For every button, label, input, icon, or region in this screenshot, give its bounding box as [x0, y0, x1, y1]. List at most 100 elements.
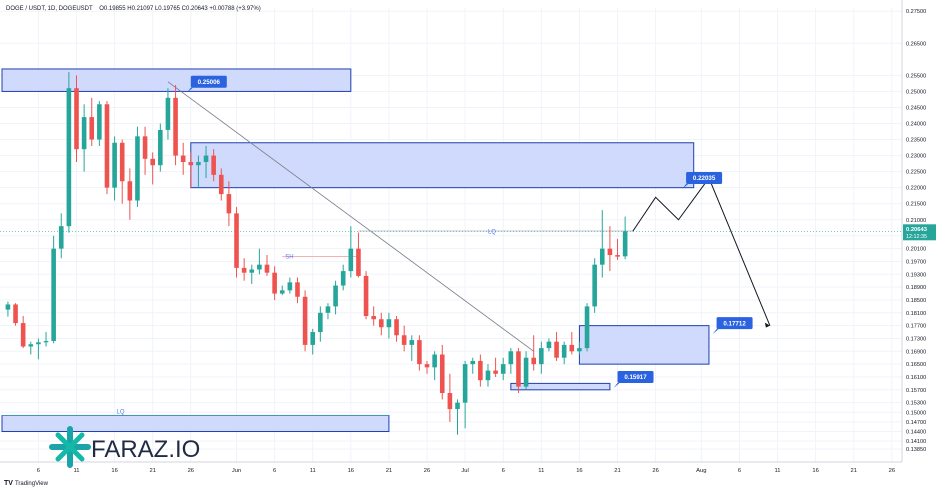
symbol-title[interactable]: DOGE / USDT, 1D, DOGEUSDT — [6, 6, 93, 12]
header-bar: DOGE / USDT, 1D, DOGEUSDT O0.19855 H0.21… — [6, 6, 261, 12]
candle — [470, 357, 476, 374]
candle-body — [81, 117, 87, 150]
candle — [348, 226, 354, 278]
tradingview-footer[interactable]: TV TradingView — [4, 480, 48, 487]
candle-body — [272, 272, 277, 294]
candle — [409, 335, 415, 361]
candle — [165, 88, 171, 140]
candle-body — [424, 364, 430, 368]
candle-body — [180, 155, 186, 163]
price-tick: 0.13850 — [906, 447, 926, 453]
candle-body — [394, 319, 399, 336]
candle — [561, 341, 567, 365]
candle-body — [295, 282, 300, 297]
candle — [81, 104, 87, 172]
candle-body — [127, 181, 133, 201]
candle — [173, 85, 178, 166]
candle-body — [439, 354, 445, 394]
price-tick: 0.18100 — [906, 311, 926, 317]
price-tick: 0.26500 — [906, 41, 926, 47]
candle-body — [28, 344, 34, 347]
candles-layer — [5, 72, 628, 435]
time-tick: 11 — [73, 468, 79, 474]
candle — [539, 341, 544, 374]
price-callout: 0.15917 — [613, 370, 654, 388]
candle — [142, 126, 148, 175]
price-tick: 0.20100 — [906, 247, 926, 253]
price-tick: 0.18900 — [906, 285, 926, 291]
price-tick: 0.16900 — [906, 349, 926, 355]
price-tick: 0.18500 — [906, 298, 926, 304]
candle — [135, 126, 140, 207]
candle — [478, 354, 483, 387]
price-callout: 0.17712 — [712, 317, 753, 335]
candle — [424, 360, 430, 374]
time-tick: 21 — [851, 468, 857, 474]
candle-body — [203, 155, 209, 163]
candle-body — [158, 129, 163, 166]
time-tick: 6 — [738, 468, 741, 474]
projection-path — [632, 177, 771, 326]
time-tick: 21 — [386, 468, 392, 474]
candle-body — [478, 360, 483, 381]
price-tick: 0.25000 — [906, 89, 926, 95]
candle — [516, 348, 521, 394]
time-tick: 16 — [576, 468, 582, 474]
candle — [66, 72, 72, 233]
price-callout-pointer — [682, 184, 689, 190]
candle-body — [74, 88, 79, 150]
candle — [20, 316, 26, 349]
candle — [180, 142, 186, 175]
candle-body — [89, 117, 95, 140]
candle — [325, 303, 331, 320]
candle-body — [462, 364, 468, 403]
lq-label-bottom: LQ — [117, 409, 125, 415]
candle-body — [218, 174, 224, 195]
candle — [356, 232, 361, 278]
candle — [379, 312, 384, 336]
time-tick: 6 — [273, 468, 276, 474]
candle-body — [226, 194, 232, 214]
candle-body — [51, 248, 56, 342]
sh-label: SH — [285, 255, 293, 261]
candle — [622, 216, 628, 260]
candle-body — [599, 248, 605, 265]
projection-arrow-icon — [764, 322, 770, 328]
price-tick: 0.24000 — [906, 122, 926, 128]
candle — [554, 332, 559, 361]
candle — [211, 149, 216, 182]
price-callout-text: 0.17712 — [723, 320, 746, 327]
price-callout-bg — [686, 172, 723, 185]
candle — [394, 316, 399, 342]
labels-layer: SH LQ LQ 0.25006 0.22035 0.17712 0.15917 — [117, 75, 753, 415]
candle-body — [554, 341, 559, 358]
candle-body — [112, 142, 117, 188]
tradingview-icon: TV — [4, 480, 13, 487]
candle-body — [43, 341, 49, 343]
candle — [493, 357, 498, 377]
price-tick: 0.23500 — [906, 138, 926, 144]
ohlc-readout: O0.19855 H0.21097 L0.19765 C0.20643 +0.0… — [99, 6, 261, 12]
candle-body — [546, 341, 552, 349]
price-axis[interactable]: 0.27500 0.26500 0.25500 0.25000 0.24500 0.240… — [903, 9, 936, 453]
time-tick: 26 — [188, 468, 194, 474]
candle-body — [188, 162, 194, 166]
candle-body — [577, 348, 582, 352]
price-callout-bg — [617, 370, 654, 383]
candle-body — [516, 351, 521, 387]
price-callout-pointer — [712, 329, 719, 335]
candle-body — [196, 162, 201, 166]
candle-body — [165, 97, 171, 130]
candle — [74, 75, 79, 163]
gridlines — [0, 0, 903, 463]
candle-body — [20, 323, 26, 347]
candle — [531, 335, 536, 371]
zone-lq-bottom — [1, 414, 390, 433]
faraz-logo-icon — [49, 426, 91, 468]
time-axis[interactable]: 6 11 16 21 26 Jun 6 11 16 21 26 Jul 6 11 16 21 26 Aug 6 11 1… — [37, 468, 895, 474]
candle — [599, 210, 605, 278]
candle — [523, 351, 529, 390]
candle-body — [584, 306, 590, 349]
candle-body — [287, 282, 293, 291]
candle — [272, 266, 277, 300]
